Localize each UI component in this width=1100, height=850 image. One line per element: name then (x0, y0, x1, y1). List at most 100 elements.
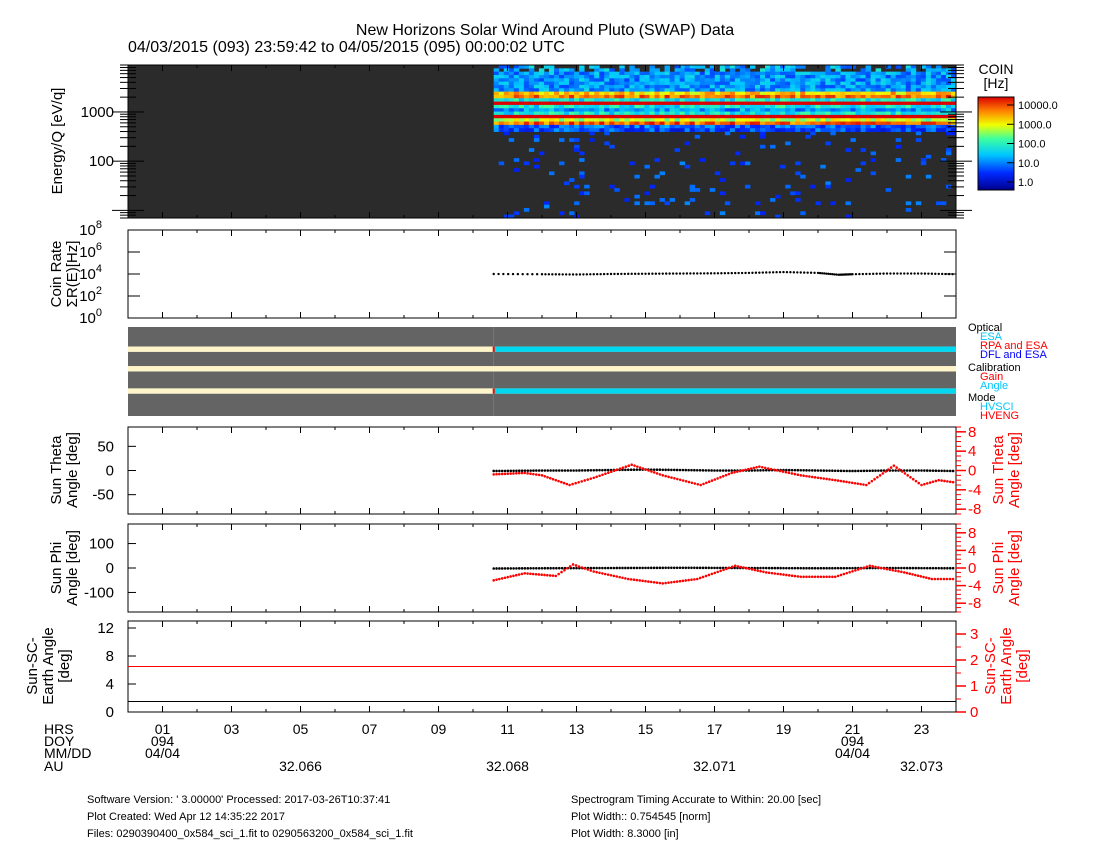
spectrogram-cell (835, 111, 841, 116)
spectrogram-cell (865, 88, 871, 93)
sun-phi-red-point (526, 572, 529, 575)
spectrogram-cell (744, 121, 751, 126)
spectrogram-cell (699, 124, 706, 129)
spectrogram-cell (548, 121, 555, 126)
spectrogram-cell (845, 118, 851, 122)
spectrogram-cell (594, 84, 600, 89)
sun-theta-right-tick-label: 8 (968, 424, 976, 441)
spectrogram-cell (543, 65, 550, 69)
sun-phi-red-point (900, 570, 903, 574)
spectrogram-cell (669, 88, 676, 93)
spectrogram-cell (508, 71, 515, 76)
spectrogram-cell (599, 84, 605, 89)
sun-phi-black-point (546, 566, 550, 570)
spectrogram-cell (825, 91, 831, 96)
spectrogram-cell (835, 101, 841, 106)
spectrogram-cell (609, 78, 615, 83)
spectrogram-cell (634, 118, 640, 122)
spectrogram-cell (679, 124, 686, 129)
spectrogram-cell (755, 88, 761, 93)
spectrogram-cell (523, 114, 530, 119)
spectrogram-cell (785, 101, 791, 106)
spectrogram-cell (604, 114, 610, 119)
sun-theta-red-point (831, 478, 834, 482)
sun-theta-black-point (526, 469, 530, 472)
spectrogram-cell (920, 98, 927, 102)
colorbar-tick-label: 10000.0 (1018, 100, 1058, 112)
spectrogram-cell (780, 68, 786, 73)
spectrogram-cell (629, 128, 635, 132)
spectrogram-cell (709, 91, 716, 96)
spectrogram-cell (649, 68, 655, 73)
spectrogram-cell (795, 114, 801, 119)
spectrogram-cell (940, 111, 947, 116)
spectrogram-cell (760, 128, 766, 132)
flag-legend-item: Calibration (968, 362, 1021, 374)
sun-phi-black-point (948, 566, 952, 570)
rate-tick-base: 10 (79, 288, 96, 305)
spectrogram-cell (579, 121, 585, 126)
spectrogram-cell (920, 94, 927, 99)
spectrogram-cell (900, 98, 907, 102)
rate-tick-exponent: 4 (96, 263, 102, 275)
sun-phi-red-point (756, 569, 760, 572)
sun-theta-black-point (799, 468, 803, 472)
spectrogram-cell (815, 98, 821, 102)
sun-phi-red-point (848, 570, 851, 574)
sun-phi-black-point (526, 567, 530, 570)
spectrogram-cell (765, 108, 771, 112)
spectrogram-cell (835, 78, 841, 83)
spectrogram-cell (870, 118, 877, 122)
spectrogram-cell (855, 74, 861, 79)
spectrogram-cell (503, 108, 510, 112)
spectrogram-cell (694, 128, 701, 132)
spectrogram-cell (880, 121, 887, 126)
spectrogram-cell (714, 114, 721, 119)
sun-theta-black-point (920, 469, 923, 472)
time-axis-row-label: HRS (44, 721, 74, 737)
spectrogram-cell (795, 84, 801, 89)
spectrogram-cell (639, 88, 645, 93)
spectrogram-cell (749, 94, 756, 99)
spectrogram-cell (518, 91, 525, 96)
sun-theta-red-point (721, 474, 725, 478)
earth-left-tick-label: 8 (106, 648, 114, 665)
spectrogram-cell (739, 94, 746, 99)
spectrogram-cell (724, 94, 731, 99)
sun-theta-red-point (781, 470, 785, 473)
spectrogram-cell (744, 108, 751, 112)
spectrogram-cell (594, 118, 600, 122)
sun-phi-red-point (877, 566, 880, 569)
spectrogram-cell (940, 68, 947, 73)
spectrogram-cell (513, 108, 520, 112)
spectrogram-cell (800, 78, 806, 83)
spectrogram-cell (795, 161, 801, 166)
spectrogram-cell (739, 71, 746, 76)
axis-title-line: Sun Theta (48, 435, 65, 505)
sun-phi-red-point (790, 574, 794, 577)
sun-theta-red-point (784, 470, 788, 474)
spectrogram-cell (538, 71, 545, 76)
spectrogram-cell (649, 201, 655, 206)
sun-theta-black-point (546, 469, 550, 472)
sun-phi-black-point (661, 566, 665, 570)
spectrogram-cell (579, 78, 585, 83)
spectrogram-cell (649, 118, 655, 122)
spectrogram-cell (699, 111, 706, 116)
sun-phi-red-point (816, 575, 820, 579)
spectrogram-cell (689, 114, 696, 119)
spectrogram-cell (760, 84, 766, 89)
sun-theta-red-point (825, 477, 828, 481)
sun-theta-red-point (647, 469, 650, 472)
sun-phi-red-point (512, 574, 515, 578)
sun-phi-red-point (609, 573, 613, 577)
doy-label: 094 (841, 733, 865, 749)
sun-theta-red-point (724, 473, 728, 477)
spectrogram-cell (870, 128, 877, 132)
spectrogram-cell (619, 108, 625, 112)
spectrogram-cell (724, 124, 731, 129)
sun-theta-red-point (917, 481, 921, 485)
spectrogram-cell (860, 98, 866, 102)
spectrogram-cell (734, 114, 741, 119)
